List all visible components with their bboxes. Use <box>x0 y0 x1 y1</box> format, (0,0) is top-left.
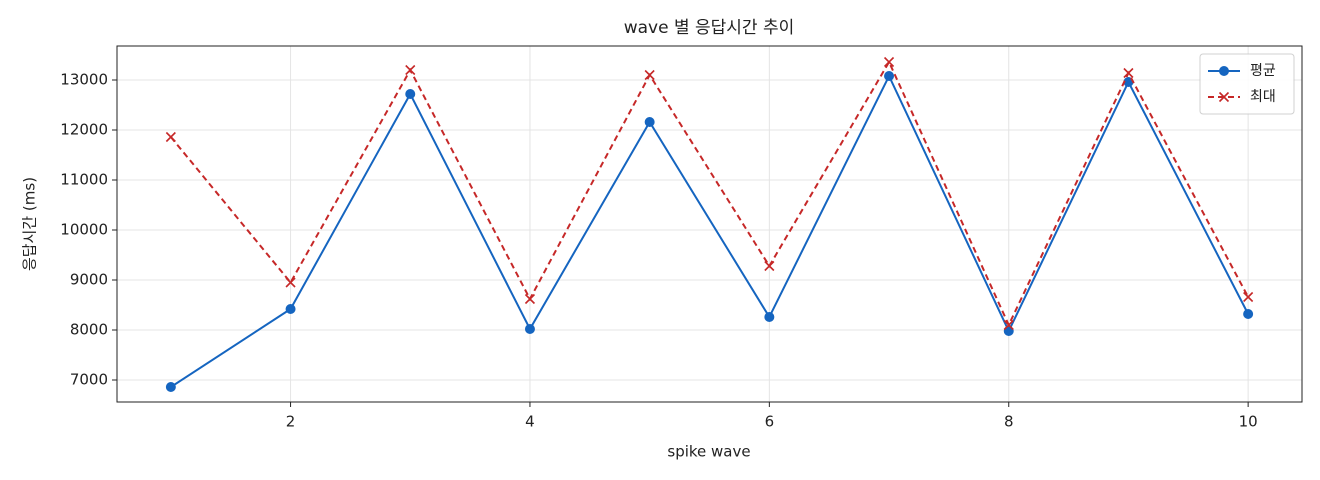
y-tick-label: 13000 <box>60 71 108 89</box>
point <box>165 382 176 392</box>
point <box>405 64 416 76</box>
point <box>285 277 296 288</box>
y-tick-label: 11000 <box>60 171 108 189</box>
y-tick-label: 7000 <box>70 371 108 389</box>
legend-label: 평균 <box>1250 63 1276 79</box>
point <box>1123 67 1134 79</box>
x-tick-label: 4 <box>525 413 535 431</box>
point <box>524 324 535 334</box>
legend-label: 최대 <box>1250 89 1276 105</box>
point <box>644 117 655 127</box>
point <box>764 260 775 272</box>
point <box>1243 309 1254 319</box>
y-tick-label: 12000 <box>60 121 108 139</box>
point <box>1243 291 1254 303</box>
x-tick-label: 10 <box>1239 413 1258 431</box>
x-tick-label: 2 <box>286 413 296 431</box>
legend-marker <box>1218 91 1230 103</box>
y-tick-label: 8000 <box>70 321 108 339</box>
point <box>405 89 416 99</box>
legend-marker <box>1219 66 1229 76</box>
x-tick-label: 8 <box>1004 413 1014 431</box>
point <box>764 312 775 322</box>
point <box>285 304 296 314</box>
point <box>1003 319 1014 331</box>
series-line <box>170 73 1250 388</box>
y-tick-label: 9000 <box>70 271 108 289</box>
x-tick-label: 6 <box>765 413 775 431</box>
point <box>884 71 895 81</box>
point <box>644 69 655 81</box>
point <box>524 293 536 305</box>
x-axis-label: spike wave <box>667 443 750 461</box>
chart-title: wave 별 응답시간 추이 <box>624 18 795 38</box>
legend-box <box>1199 53 1295 115</box>
series-line <box>170 59 1250 328</box>
point <box>165 131 176 143</box>
y-tick-label: 10000 <box>60 221 108 239</box>
y-axis-label: 응답시간 (ms) <box>21 177 39 271</box>
point <box>883 56 895 68</box>
plot-frame <box>116 45 1303 403</box>
